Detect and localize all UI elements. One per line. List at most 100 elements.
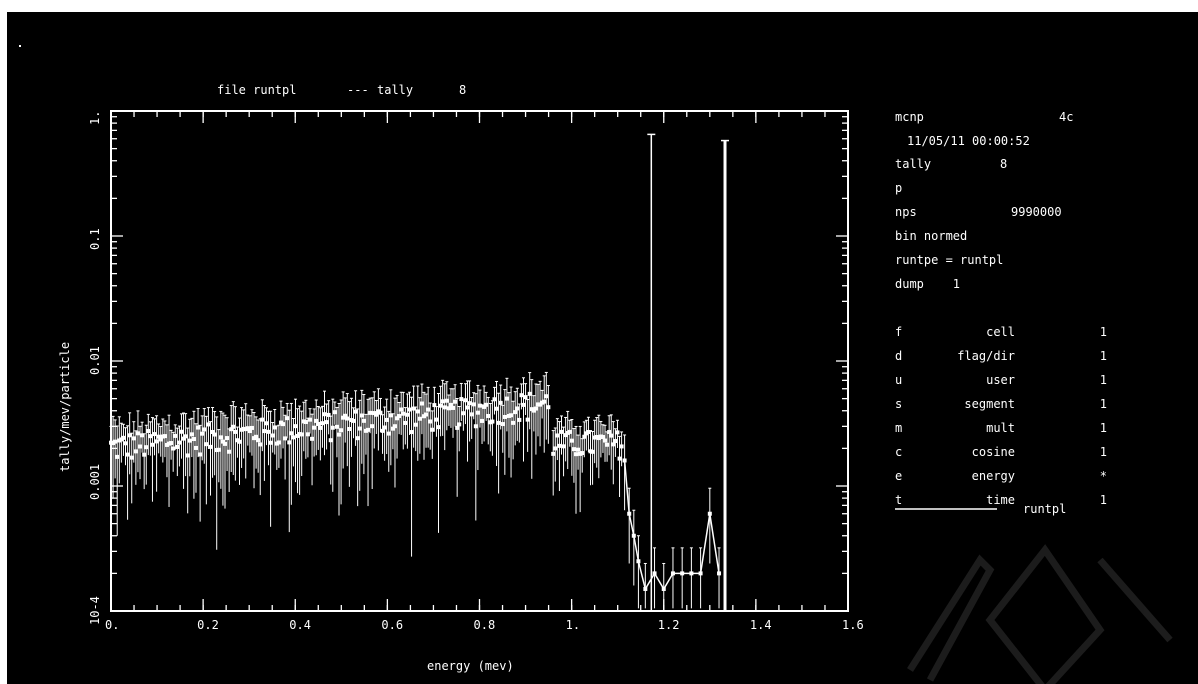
data-point [187, 438, 192, 443]
data-point [617, 456, 622, 461]
nps-value: 9990000 [1011, 205, 1062, 219]
data-point [307, 417, 312, 422]
data-point [486, 413, 491, 418]
data-point [607, 429, 612, 434]
data-point [484, 402, 489, 407]
data-point [320, 421, 325, 426]
data-point [231, 424, 236, 429]
data-point [295, 433, 300, 438]
y-tick-label: 1. [88, 111, 102, 125]
data-point [542, 399, 547, 404]
data-point [538, 402, 543, 407]
data-point [210, 429, 215, 434]
x-axis-label: energy (mev) [427, 659, 514, 673]
data-point [177, 440, 182, 445]
bin-key: u [895, 373, 902, 387]
data-point [588, 449, 593, 454]
bin-value: 1 [1100, 445, 1107, 459]
data-point [571, 447, 576, 452]
data-point [477, 403, 482, 408]
data-point [152, 432, 157, 437]
bin-value: 1 [1100, 373, 1107, 387]
data-point [465, 405, 470, 410]
data-point [341, 415, 346, 420]
axis-ticks: 0. 0.2 0.4 0.6 0.8 1. 1.2 1.4 1.6 1. 0.1 0.01 0.001 1… [88, 110, 864, 632]
data-point [432, 403, 437, 408]
data-point [457, 422, 462, 427]
data-point [310, 436, 315, 441]
data-point [115, 454, 120, 459]
data-point [258, 442, 263, 447]
data-point [123, 441, 128, 446]
data-point [426, 407, 431, 412]
data-point [285, 416, 290, 421]
data-point [438, 403, 443, 408]
data-point [154, 439, 159, 444]
data-point [553, 446, 558, 451]
data-point [339, 428, 344, 433]
data-point [613, 439, 618, 444]
data-point [586, 429, 591, 434]
nps-label: nps [895, 205, 917, 219]
data-point [349, 418, 354, 423]
y-tick-label: 0.001 [88, 464, 102, 500]
data-point [498, 400, 503, 405]
data-point [245, 426, 250, 431]
data-point [444, 398, 449, 403]
data-point [247, 429, 252, 434]
legend-label: runtpl [1023, 502, 1066, 516]
data-point [590, 449, 595, 454]
bin-key: d [895, 349, 902, 363]
data-point [378, 410, 383, 415]
data-point [268, 440, 273, 445]
data-point [421, 414, 426, 419]
data-point [206, 422, 211, 427]
y-tick-label: 10-4 [88, 596, 102, 625]
data-point [475, 410, 480, 415]
bin-key: c [895, 445, 902, 459]
data-point [384, 417, 389, 422]
bin-name: flag/dir [957, 349, 1015, 363]
data-point [370, 424, 375, 429]
data-point [254, 434, 259, 439]
data-point [193, 445, 198, 450]
data-point [270, 433, 275, 438]
title-tally-label: tally [377, 83, 413, 97]
data-point [488, 420, 493, 425]
data-point [305, 432, 310, 437]
data-point [272, 425, 277, 430]
data-point [183, 434, 188, 439]
data-point [574, 452, 579, 457]
dump-line: dump 1 [895, 277, 960, 291]
title-separator: --- [347, 83, 369, 97]
data-point [376, 409, 381, 414]
title-tally-value: 8 [459, 83, 466, 97]
y-axis-label: tally/mev/particle [58, 342, 72, 472]
bin-list: f cell 1 d flag/dir 1 u user 1 s segment 1 m mult 1 c co… [895, 325, 1107, 507]
data-point [241, 426, 246, 431]
data-point [529, 407, 534, 412]
data-point [214, 448, 219, 453]
data-point [158, 437, 163, 442]
data-point [469, 412, 474, 417]
data-point [521, 402, 526, 407]
data-point [463, 398, 468, 403]
data-point [334, 424, 339, 429]
data-point [467, 401, 472, 406]
data-point [324, 420, 329, 425]
data-point [146, 428, 151, 433]
data-point [559, 429, 564, 434]
data-point [434, 417, 439, 422]
data-point [403, 420, 408, 425]
data-point [567, 429, 572, 434]
y-tick-label: 0.01 [88, 346, 102, 375]
data-point [436, 425, 441, 430]
data-point [227, 449, 232, 454]
edge-line [623, 460, 720, 591]
data-point [343, 413, 348, 418]
data-point [171, 446, 176, 451]
data-point [351, 418, 356, 423]
data-point [557, 443, 562, 448]
data-point [609, 433, 614, 438]
data-point [453, 399, 458, 404]
